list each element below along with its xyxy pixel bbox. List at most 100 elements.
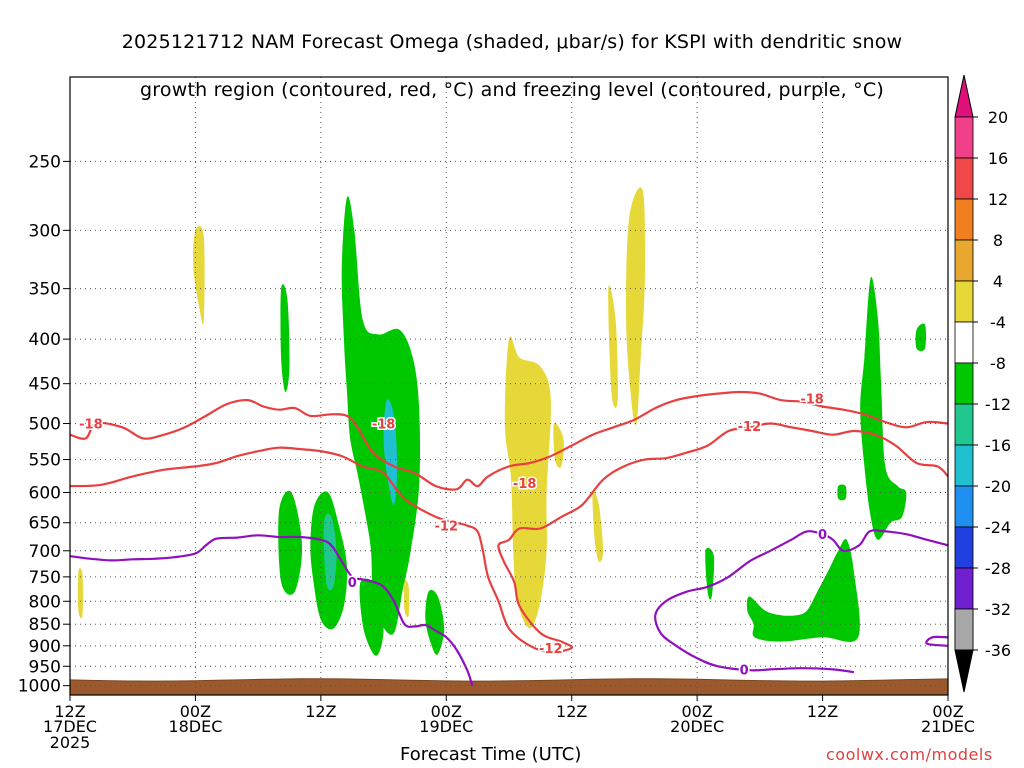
colorbar-label-5: -4	[990, 313, 1006, 332]
omega-region-15	[705, 547, 715, 600]
y-tick-label-11: 800	[29, 592, 61, 612]
x-tick-label-2: 12Z	[305, 702, 336, 721]
omega-region-11	[553, 422, 564, 468]
contour-label-0: -18	[79, 418, 103, 433]
omega-region-1	[280, 284, 290, 393]
colorbar-segment-4	[954, 280, 974, 323]
y-tick-label-13: 900	[29, 637, 61, 657]
contour-label-3: -18	[800, 393, 824, 408]
omega-region-19	[915, 323, 927, 352]
omega-region-18	[860, 276, 907, 540]
omega-region-20	[77, 567, 84, 619]
contour-label-1: -18	[372, 418, 396, 433]
chart-title-line1: 2025121712 NAM Forecast Omega (shaded, μ…	[121, 31, 903, 53]
y-tick-label-14: 950	[29, 657, 61, 677]
colorbar-label-13: -36	[985, 641, 1011, 660]
x-tick-label-1: 00Z	[180, 702, 211, 721]
omega-region-5	[278, 490, 303, 595]
colorbar: 20 16 12 8 4 -4 -8 -12 -16 -20 -24 -28 -32 -36	[954, 74, 1011, 693]
colorbar-segment-8	[954, 444, 974, 487]
x-tick-date-1: 18DEC	[168, 717, 222, 736]
omega-region-3	[383, 399, 398, 506]
x-tick-date-0: 17DEC	[43, 717, 97, 736]
x-axis-label: Forecast Time (UTC)	[400, 744, 582, 765]
contour-line-0	[70, 390, 948, 491]
colorbar-label-12: -32	[985, 600, 1011, 619]
contour-line-2	[70, 534, 474, 687]
x-tick-label-0: 12Z	[54, 702, 85, 721]
colorbar-label-0: 20	[988, 108, 1008, 127]
colorbar-segment-9	[954, 485, 974, 528]
contour-line-3	[654, 529, 948, 674]
x-tick-date-5: 20DEC	[670, 717, 724, 736]
contour-label-4: -12	[435, 520, 459, 535]
contour-label-2: -18	[513, 477, 537, 492]
omega-region-7	[323, 513, 337, 591]
x-tick-label-5: 00Z	[681, 702, 712, 721]
colorbar-segment-11	[954, 567, 974, 610]
colorbar-label-4: 4	[993, 272, 1003, 291]
ground-terrain	[70, 678, 948, 695]
y-tick-label-15: 1000	[18, 677, 61, 697]
y-tick-label-3: 400	[29, 330, 61, 350]
contour-label-8: 0	[818, 528, 827, 543]
contour-label-7: 0	[348, 576, 357, 591]
omega-region-4	[403, 580, 410, 618]
colorbar-label-10: -24	[985, 518, 1011, 537]
omega-region-9	[425, 589, 445, 655]
contour-label-6: -12	[738, 420, 762, 435]
colorbar-label-1: 16	[988, 149, 1008, 168]
colorbar-segment-3	[954, 239, 974, 282]
chart-title: 2025121712 NAM Forecast Omega (shaded, μ…	[0, 6, 1024, 126]
y-tick-label-6: 550	[29, 451, 61, 471]
chart-title-line2: growth region (contoured, red, °C) and f…	[140, 79, 884, 101]
x-tick-label-3: 00Z	[431, 702, 462, 721]
y-tick-label-5: 500	[29, 415, 61, 435]
omega-region-8	[359, 578, 384, 656]
colorbar-segment-1	[954, 157, 974, 200]
contour-label-9: 0	[740, 663, 749, 678]
colorbar-segment-5	[954, 321, 974, 364]
contour-line-4	[925, 635, 948, 647]
x-tick-label-4: 12Z	[556, 702, 587, 721]
colorbar-label-3: 8	[993, 231, 1003, 250]
colorbar-bottom-triangle	[954, 649, 974, 693]
y-tick-label-2: 350	[29, 280, 61, 300]
y-tick-label-1: 300	[29, 221, 61, 241]
colorbar-label-9: -20	[985, 477, 1011, 496]
omega-region-2	[341, 196, 421, 635]
omega-region-17	[837, 484, 847, 501]
colorbar-label-8: -16	[985, 436, 1011, 455]
colorbar-label-6: -8	[990, 354, 1006, 373]
y-tick-label-4: 450	[29, 375, 61, 395]
contour-label-5: -12	[539, 642, 563, 657]
colorbar-segment-0	[954, 116, 974, 159]
colorbar-label-7: -12	[985, 395, 1011, 414]
credit-text: coolwx.com/models	[826, 745, 993, 764]
omega-region-13	[608, 285, 618, 408]
omega-region-12	[592, 490, 604, 562]
y-tick-label-10: 750	[29, 568, 61, 588]
colorbar-label-11: -28	[985, 559, 1011, 578]
omega-region-10	[504, 336, 551, 629]
x-tick-year-0: 2025	[50, 733, 91, 752]
omega-region-16	[746, 539, 860, 642]
y-tick-label-9: 700	[29, 542, 61, 562]
plot-area	[70, 187, 948, 695]
colorbar-segment-7	[954, 403, 974, 446]
omega-region-14	[625, 187, 646, 426]
x-tick-date-7: 21DEC	[921, 717, 975, 736]
x-tick-date-3: 19DEC	[419, 717, 473, 736]
omega-region-0	[193, 225, 205, 325]
plot-frame	[69, 76, 949, 696]
colorbar-segment-6	[954, 362, 974, 405]
colorbar-segment-2	[954, 198, 974, 241]
y-tick-label-7: 600	[29, 483, 61, 503]
x-tick-label-6: 12Z	[807, 702, 838, 721]
y-tick-label-12: 850	[29, 615, 61, 635]
y-tick-label-8: 650	[29, 514, 61, 534]
colorbar-segment-last	[954, 608, 974, 651]
colorbar-top-triangle	[954, 74, 974, 118]
colorbar-label-2: 12	[988, 190, 1008, 209]
